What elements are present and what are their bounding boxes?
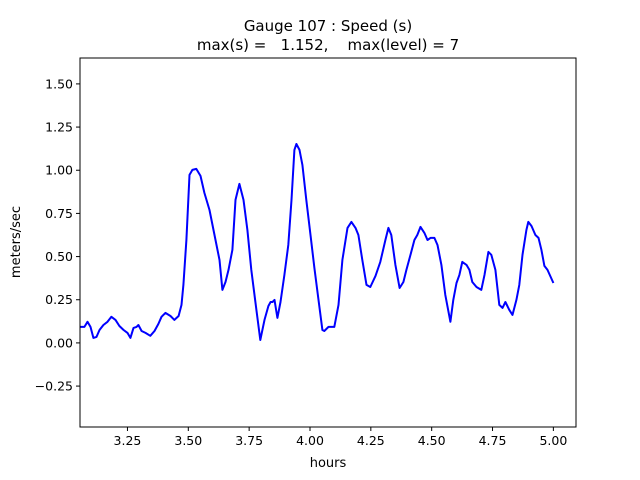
y-axis-ticks: −0.25 0.00 0.25 0.50 0.75 1.00 1.25 1.50 bbox=[35, 76, 80, 394]
chart-title-line1: Gauge 107 : Speed (s) bbox=[244, 17, 412, 35]
x-tick-label: 3.25 bbox=[114, 433, 142, 448]
x-tick-label: 3.50 bbox=[174, 433, 202, 448]
y-tick-label: −0.25 bbox=[35, 379, 73, 394]
y-tick-label: 0.75 bbox=[45, 206, 73, 221]
y-tick-label: 0.50 bbox=[45, 249, 73, 264]
y-tick-label: 0.00 bbox=[45, 335, 73, 350]
y-tick-label: 0.25 bbox=[45, 292, 73, 307]
x-axis-label: hours bbox=[310, 456, 347, 471]
chart-title-line2: max(s) = 1.152, max(level) = 7 bbox=[197, 36, 459, 54]
plot-frame bbox=[79, 57, 577, 428]
y-tick-label: 1.25 bbox=[45, 120, 73, 135]
series-line-speed bbox=[80, 143, 555, 341]
x-tick-label: 4.75 bbox=[479, 433, 507, 448]
x-tick-label: 4.50 bbox=[418, 433, 446, 448]
x-tick-label: 4.25 bbox=[357, 433, 385, 448]
y-tick-label: 1.00 bbox=[45, 163, 73, 178]
x-tick-label: 3.75 bbox=[235, 433, 263, 448]
y-axis-label: meters/sec bbox=[9, 206, 24, 278]
x-axis-ticks: 3.25 3.50 3.75 4.00 4.25 4.50 4.75 5.00 bbox=[114, 427, 567, 448]
x-tick-label: 4.00 bbox=[296, 433, 324, 448]
x-tick-label: 5.00 bbox=[539, 433, 567, 448]
y-tick-label: 1.50 bbox=[45, 76, 73, 91]
series-layer bbox=[80, 143, 555, 341]
